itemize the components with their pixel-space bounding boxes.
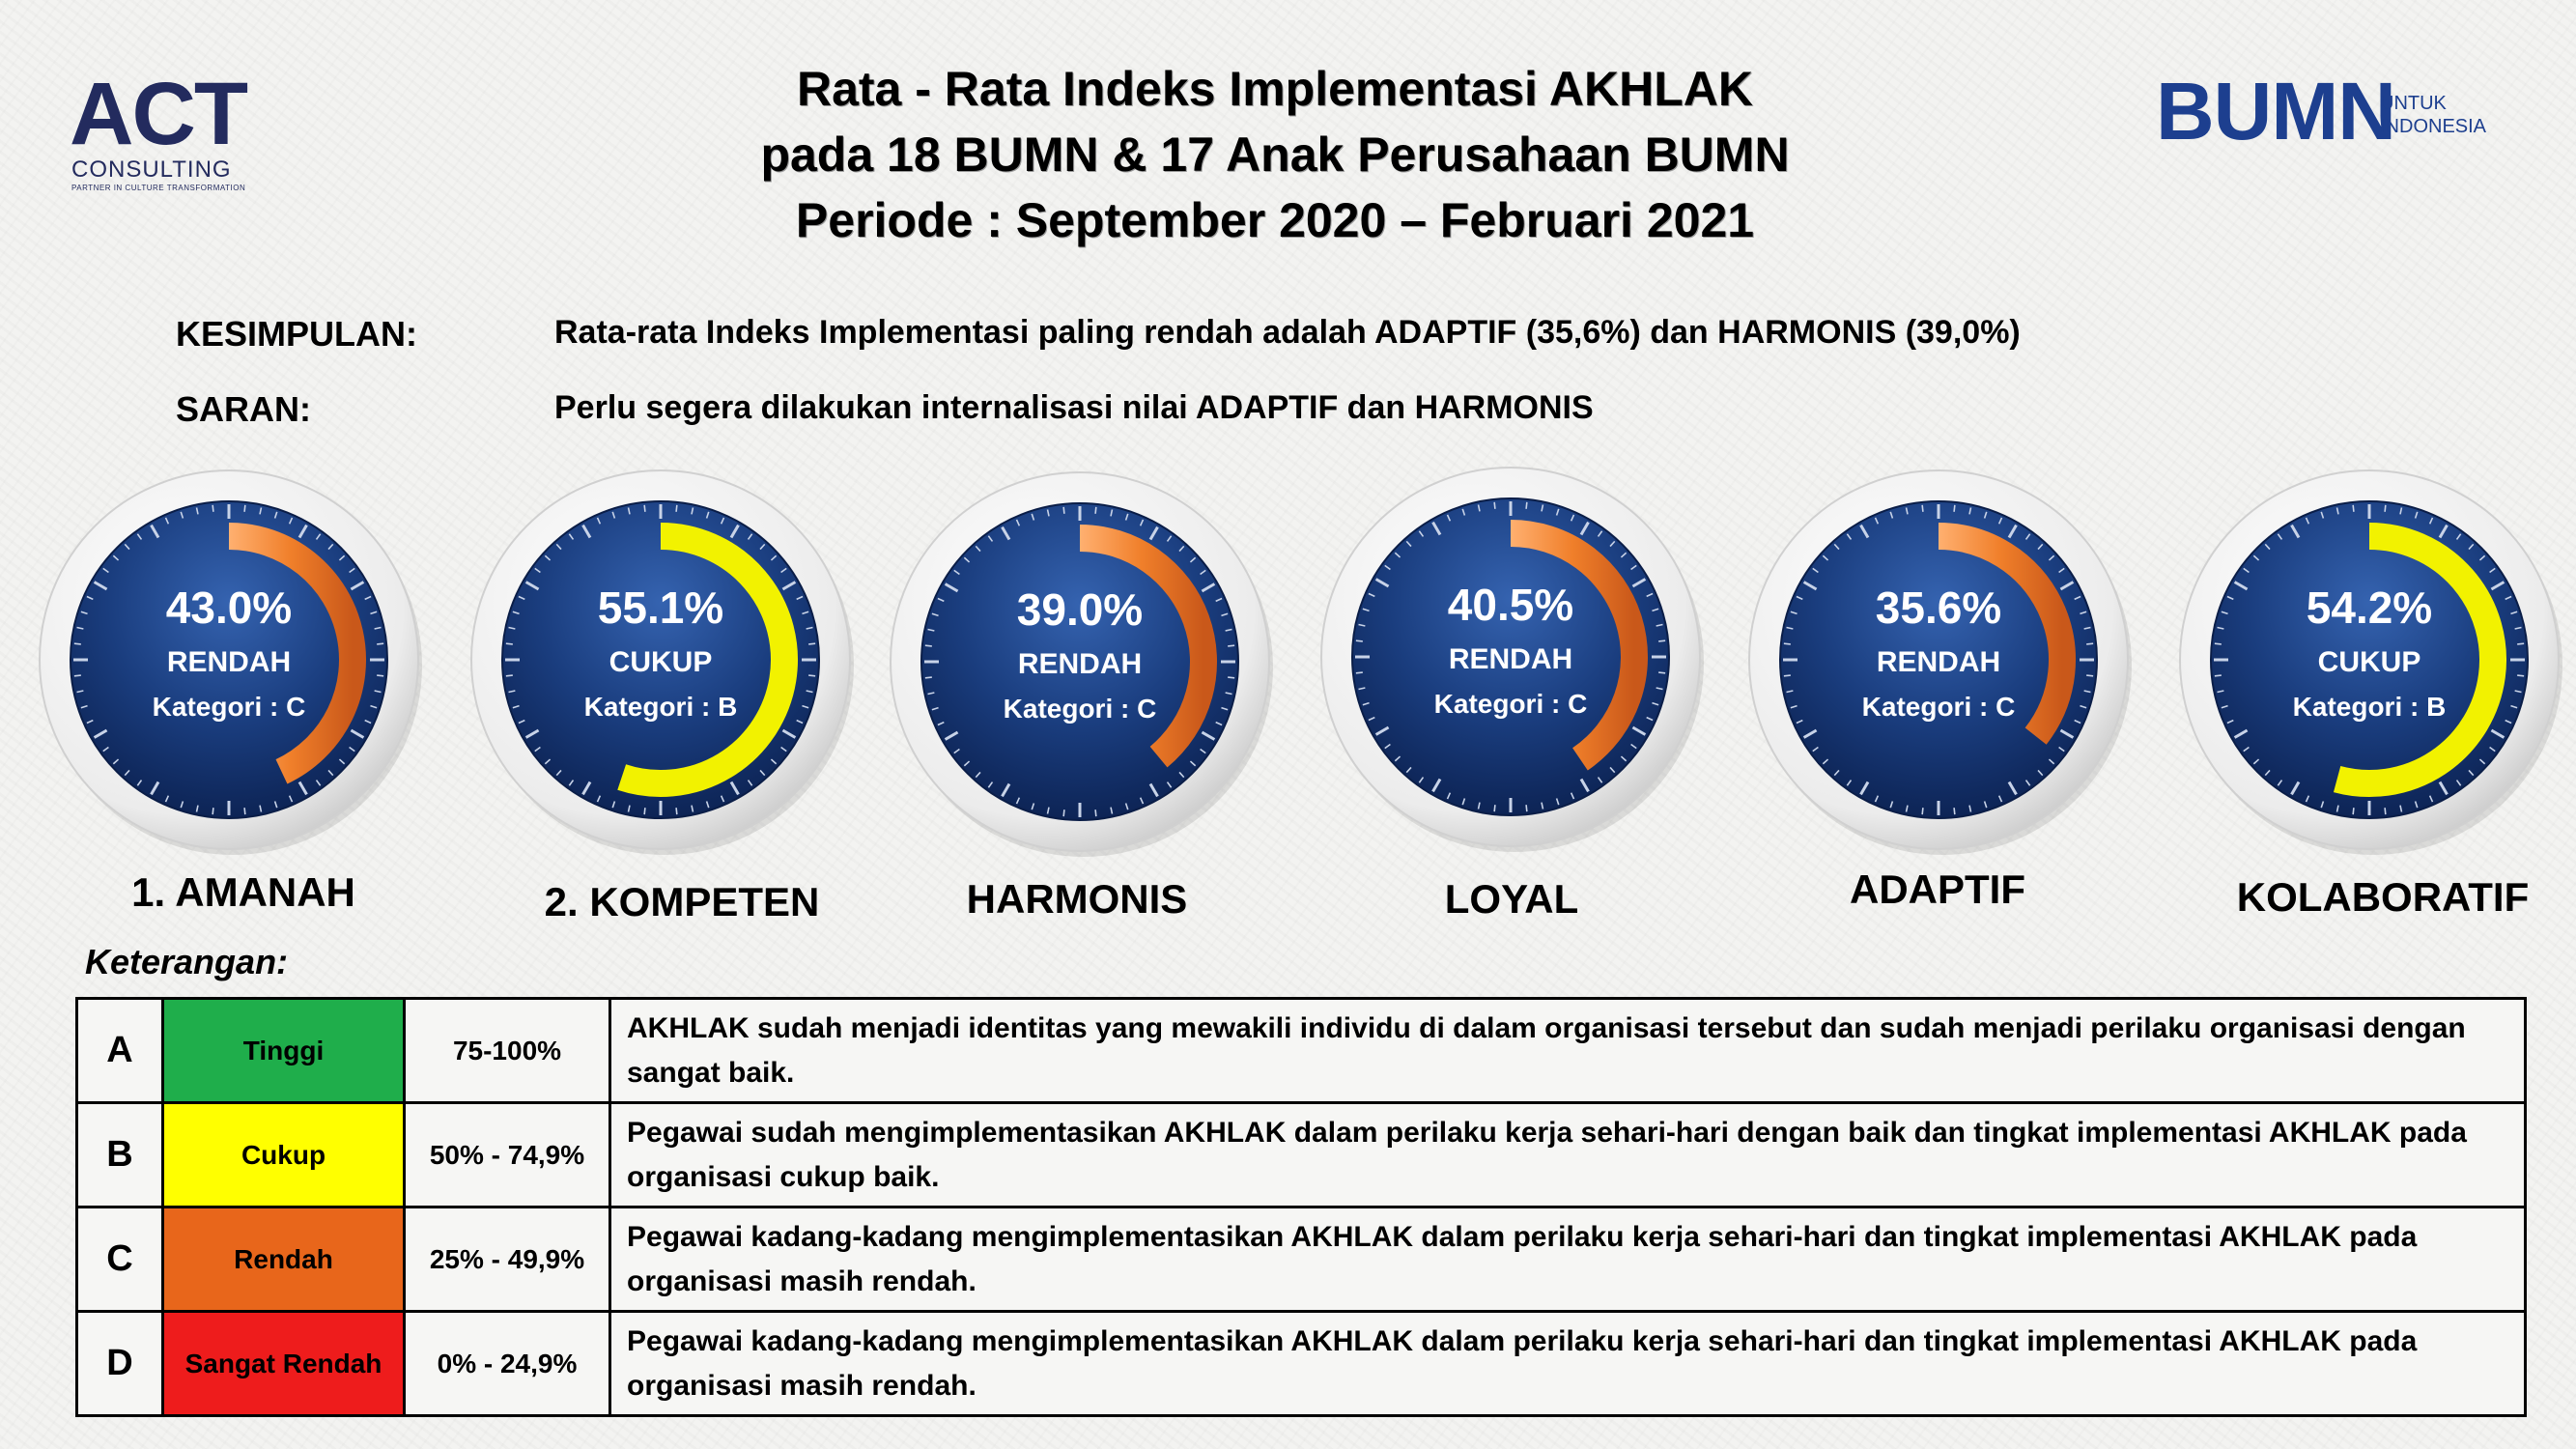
legend-category: Tinggi <box>161 997 406 1104</box>
title-line-3: Periode : September 2020 – Februari 2021 <box>795 193 1755 247</box>
legend-row-b: B Cukup 50% - 74,9% Pegawai sudah mengim… <box>75 1101 2527 1208</box>
legend-category: Rendah <box>161 1206 406 1313</box>
legend-range: 75-100% <box>403 997 611 1104</box>
bumn-logo-subtext-2: INDONESIA <box>2380 116 2487 137</box>
legend-row-d: D Sangat Rendah 0% - 24,9% Pegawai kadan… <box>75 1310 2527 1417</box>
kesimpulan-label: KESIMPULAN: <box>176 314 417 354</box>
title-line-1: Rata - Rata Indeks Implementasi AKHLAK <box>796 62 1754 116</box>
title-line-2: pada 18 BUMN & 17 Anak Perusahaan BUMN <box>760 128 1790 182</box>
kesimpulan-text: Rata-rata Indeks Implementasi paling ren… <box>554 314 2021 351</box>
legend-description: Pegawai kadang-kadang mengimplementasika… <box>609 1206 2527 1313</box>
legend-table: A Tinggi 75-100% AKHLAK sudah menjadi id… <box>75 997 2527 1417</box>
gauge-label-amanah: 1. AMANAH <box>131 869 355 915</box>
gauge-label-loyal: LOYAL <box>1444 876 1579 922</box>
act-logo-text: ACT <box>70 65 248 163</box>
legend-description: Pegawai sudah mengimplementasikan AKHLAK… <box>609 1101 2527 1208</box>
legend-level: B <box>75 1101 164 1208</box>
act-logo-subtext: CONSULTING <box>71 156 232 183</box>
legend-level: D <box>75 1310 164 1417</box>
act-consulting-logo: ACT CONSULTING PARTNER IN CULTURE TRANSF… <box>70 70 248 195</box>
legend-range: 0% - 24,9% <box>403 1310 611 1417</box>
legend-category: Cukup <box>161 1101 406 1208</box>
legend-range: 25% - 49,9% <box>403 1206 611 1313</box>
bumn-logo: BUMN UNTUK INDONESIA <box>2156 68 2504 155</box>
legend-category: Sangat Rendah <box>161 1310 406 1417</box>
saran-text: Perlu segera dilakukan internalisasi nil… <box>554 389 1594 426</box>
legend-level: A <box>75 997 164 1104</box>
bumn-logo-text: BUMN <box>2156 66 2396 156</box>
gauge-label-kolaboratif: KOLABORATIF <box>2236 874 2530 920</box>
bumn-logo-subtext-1: UNTUK <box>2380 93 2447 114</box>
gauge-label-harmonis: HARMONIS <box>966 876 1188 922</box>
act-logo-tagline: PARTNER IN CULTURE TRANSFORMATION <box>71 184 246 192</box>
legend-row-c: C Rendah 25% - 49,9% Pegawai kadang-kada… <box>75 1206 2527 1313</box>
legend-level: C <box>75 1206 164 1313</box>
legend-description: AKHLAK sudah menjadi identitas yang mewa… <box>609 997 2527 1104</box>
legend-range: 50% - 74,9% <box>403 1101 611 1208</box>
gauge-label-kompeten: 2. KOMPETEN <box>544 879 820 924</box>
gauge-label-adaptif: ADAPTIF <box>1850 867 2025 912</box>
legend-description: Pegawai kadang-kadang mengimplementasika… <box>609 1310 2527 1417</box>
page-title: Rata - Rata Indeks Implementasi AKHLAK p… <box>580 56 1970 253</box>
legend-title: Keterangan: <box>85 942 289 981</box>
legend-row-a: A Tinggi 75-100% AKHLAK sudah menjadi id… <box>75 997 2527 1104</box>
saran-label: SARAN: <box>176 389 311 429</box>
